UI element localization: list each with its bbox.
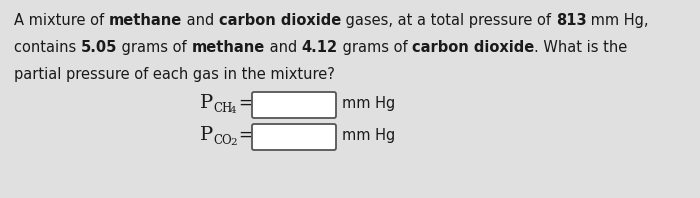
Text: 4: 4 [230, 106, 237, 115]
Text: mm Hg: mm Hg [342, 96, 396, 111]
Text: 2: 2 [230, 138, 237, 147]
Text: carbon dioxide: carbon dioxide [219, 13, 341, 28]
Text: 5.05: 5.05 [81, 40, 118, 55]
Text: 813: 813 [556, 13, 587, 28]
Text: =: = [238, 126, 252, 144]
Text: P: P [200, 126, 214, 144]
Text: and: and [182, 13, 219, 28]
Text: contains: contains [14, 40, 81, 55]
Text: methane: methane [192, 40, 265, 55]
Text: P: P [200, 94, 214, 112]
Text: methane: methane [108, 13, 182, 28]
Text: A mixture of: A mixture of [14, 13, 108, 28]
Text: =: = [238, 94, 252, 112]
Text: CH: CH [213, 102, 232, 115]
Text: mm Hg: mm Hg [342, 128, 396, 143]
Text: carbon dioxide: carbon dioxide [412, 40, 534, 55]
Text: 4.12: 4.12 [302, 40, 337, 55]
Text: mm Hg,: mm Hg, [587, 13, 649, 28]
Text: gases, at a total pressure of: gases, at a total pressure of [341, 13, 556, 28]
Text: partial pressure of each gas in the mixture?: partial pressure of each gas in the mixt… [14, 67, 335, 82]
Text: grams of: grams of [337, 40, 412, 55]
FancyBboxPatch shape [252, 124, 336, 150]
FancyBboxPatch shape [252, 92, 336, 118]
Text: CO: CO [213, 134, 232, 147]
Text: and: and [265, 40, 302, 55]
Text: grams of: grams of [118, 40, 192, 55]
Text: . What is the: . What is the [534, 40, 627, 55]
